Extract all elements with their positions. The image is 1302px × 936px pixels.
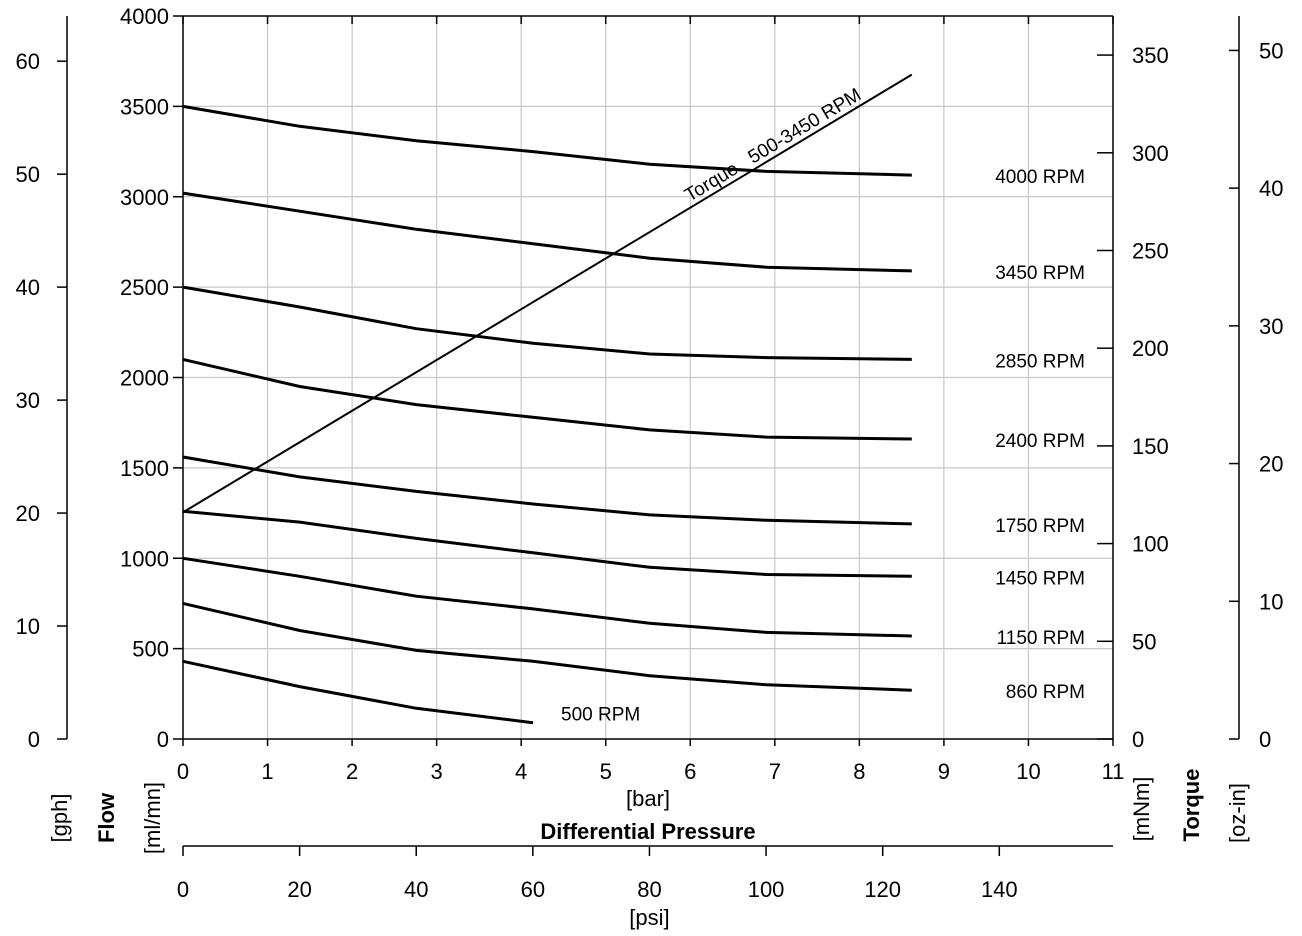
oz-tick-label: 50 xyxy=(1259,38,1283,63)
flow-tick-label: 2500 xyxy=(120,275,169,300)
curve-label-500-rpm: 500 RPM xyxy=(561,705,640,726)
psi-tick-label: 20 xyxy=(287,877,311,902)
gph-tick-label: 20 xyxy=(16,501,40,526)
curve-label-2850-rpm: 2850 RPM xyxy=(995,351,1085,372)
curve-label-1450-rpm: 1450 RPM xyxy=(995,568,1085,589)
gph-tick-label: 60 xyxy=(16,49,40,74)
mnm-tick-label: 200 xyxy=(1132,336,1169,361)
psi-tick-label: 100 xyxy=(748,877,785,902)
curve-label-2400-rpm: 2400 RPM xyxy=(995,431,1085,452)
bar-tick-label: 8 xyxy=(853,759,865,784)
flow-unit-label: [ml/mn] xyxy=(140,782,165,854)
bar-tick-label: 5 xyxy=(600,759,612,784)
grid xyxy=(183,16,1113,739)
flow-curve-860-rpm xyxy=(182,601,912,692)
flow-title-label: Flow xyxy=(94,792,119,843)
flow-tick-label: 3500 xyxy=(120,94,169,119)
flow-tick-label: 2000 xyxy=(120,366,169,391)
psi-tick-label: 140 xyxy=(981,877,1018,902)
curve-label-1750-rpm: 1750 RPM xyxy=(995,516,1085,537)
gph-tick-label: 50 xyxy=(16,162,40,187)
flow-curve-500-rpm xyxy=(182,659,534,725)
oz-tick-label: 20 xyxy=(1259,452,1283,477)
gph-unit-label: [gph] xyxy=(47,794,72,843)
flow-tick-label: 3000 xyxy=(120,185,169,210)
mnm-tick-label: 150 xyxy=(1132,434,1169,459)
flow-curve-2400-rpm xyxy=(182,357,912,441)
bar-tick-label: 0 xyxy=(177,759,189,784)
oz-tick-label: 30 xyxy=(1259,314,1283,339)
curve-label-1150-rpm: 1150 RPM xyxy=(997,628,1085,649)
torque-title-label: Torque xyxy=(1179,769,1204,842)
flow-curve-2850-rpm xyxy=(182,285,912,361)
bar-tick-label: 7 xyxy=(769,759,781,784)
gph-tick-label: 0 xyxy=(28,727,40,752)
bar-tick-label: 3 xyxy=(431,759,443,784)
flow-curve-1150-rpm xyxy=(182,556,912,638)
torque-line-label: Torque 500-3450 RPM xyxy=(681,85,865,207)
mnm-tick-label: 350 xyxy=(1132,43,1169,68)
bar-tick-label: 2 xyxy=(346,759,358,784)
mnm-tick-label: 0 xyxy=(1132,727,1144,752)
bar-tick-label: 6 xyxy=(684,759,696,784)
bar-tick-label: 11 xyxy=(1102,759,1125,784)
mnm-tick-label: 250 xyxy=(1132,238,1169,263)
flow-tick-label: 4000 xyxy=(120,4,169,29)
flow-tick-label: 500 xyxy=(132,637,169,662)
oz-tick-label: 40 xyxy=(1259,176,1283,201)
psi-tick-label: 40 xyxy=(404,877,428,902)
oz-unit-label: [oz-in] xyxy=(1225,783,1250,843)
mnm-tick-label: 50 xyxy=(1132,629,1156,654)
flow-curve-3450-rpm xyxy=(182,191,912,273)
bar-unit-label: [bar] xyxy=(626,786,670,811)
bar-tick-label: 10 xyxy=(1016,759,1040,784)
flow-tick-label: 1000 xyxy=(120,546,169,571)
bar-tick-label: 1 xyxy=(261,759,273,784)
curve-label-860-rpm: 860 RPM xyxy=(1006,682,1085,703)
psi-unit-label: [psi] xyxy=(629,905,669,930)
flow-tick-label: 0 xyxy=(157,727,169,752)
gph-tick-label: 40 xyxy=(16,275,40,300)
mnm-tick-label: 100 xyxy=(1132,532,1169,557)
bar-tick-label: 4 xyxy=(515,759,527,784)
oz-tick-label: 10 xyxy=(1259,589,1283,614)
psi-tick-label: 0 xyxy=(177,877,189,902)
mnm-tick-label: 300 xyxy=(1132,141,1169,166)
oz-tick-label: 0 xyxy=(1259,727,1271,752)
flow-tick-label: 1500 xyxy=(120,456,169,481)
flow-curves xyxy=(182,73,913,725)
gph-tick-label: 30 xyxy=(16,388,40,413)
psi-tick-label: 120 xyxy=(864,877,901,902)
labels: 0500100015002000250030003500400001020304… xyxy=(16,4,1284,930)
flow-curve-1750-rpm xyxy=(182,455,912,526)
psi-tick-label: 80 xyxy=(637,877,661,902)
curve-label-4000-rpm: 4000 RPM xyxy=(995,167,1085,188)
mnm-unit-label: [mNm] xyxy=(1129,777,1154,842)
bar-tick-label: 9 xyxy=(938,759,950,784)
torque-line xyxy=(182,73,913,514)
axes xyxy=(57,15,1240,856)
differential-pressure-label: Differential Pressure xyxy=(540,819,755,844)
gph-tick-label: 10 xyxy=(16,614,40,639)
psi-tick-label: 60 xyxy=(521,877,545,902)
curve-label-3450-rpm: 3450 RPM xyxy=(995,263,1085,284)
